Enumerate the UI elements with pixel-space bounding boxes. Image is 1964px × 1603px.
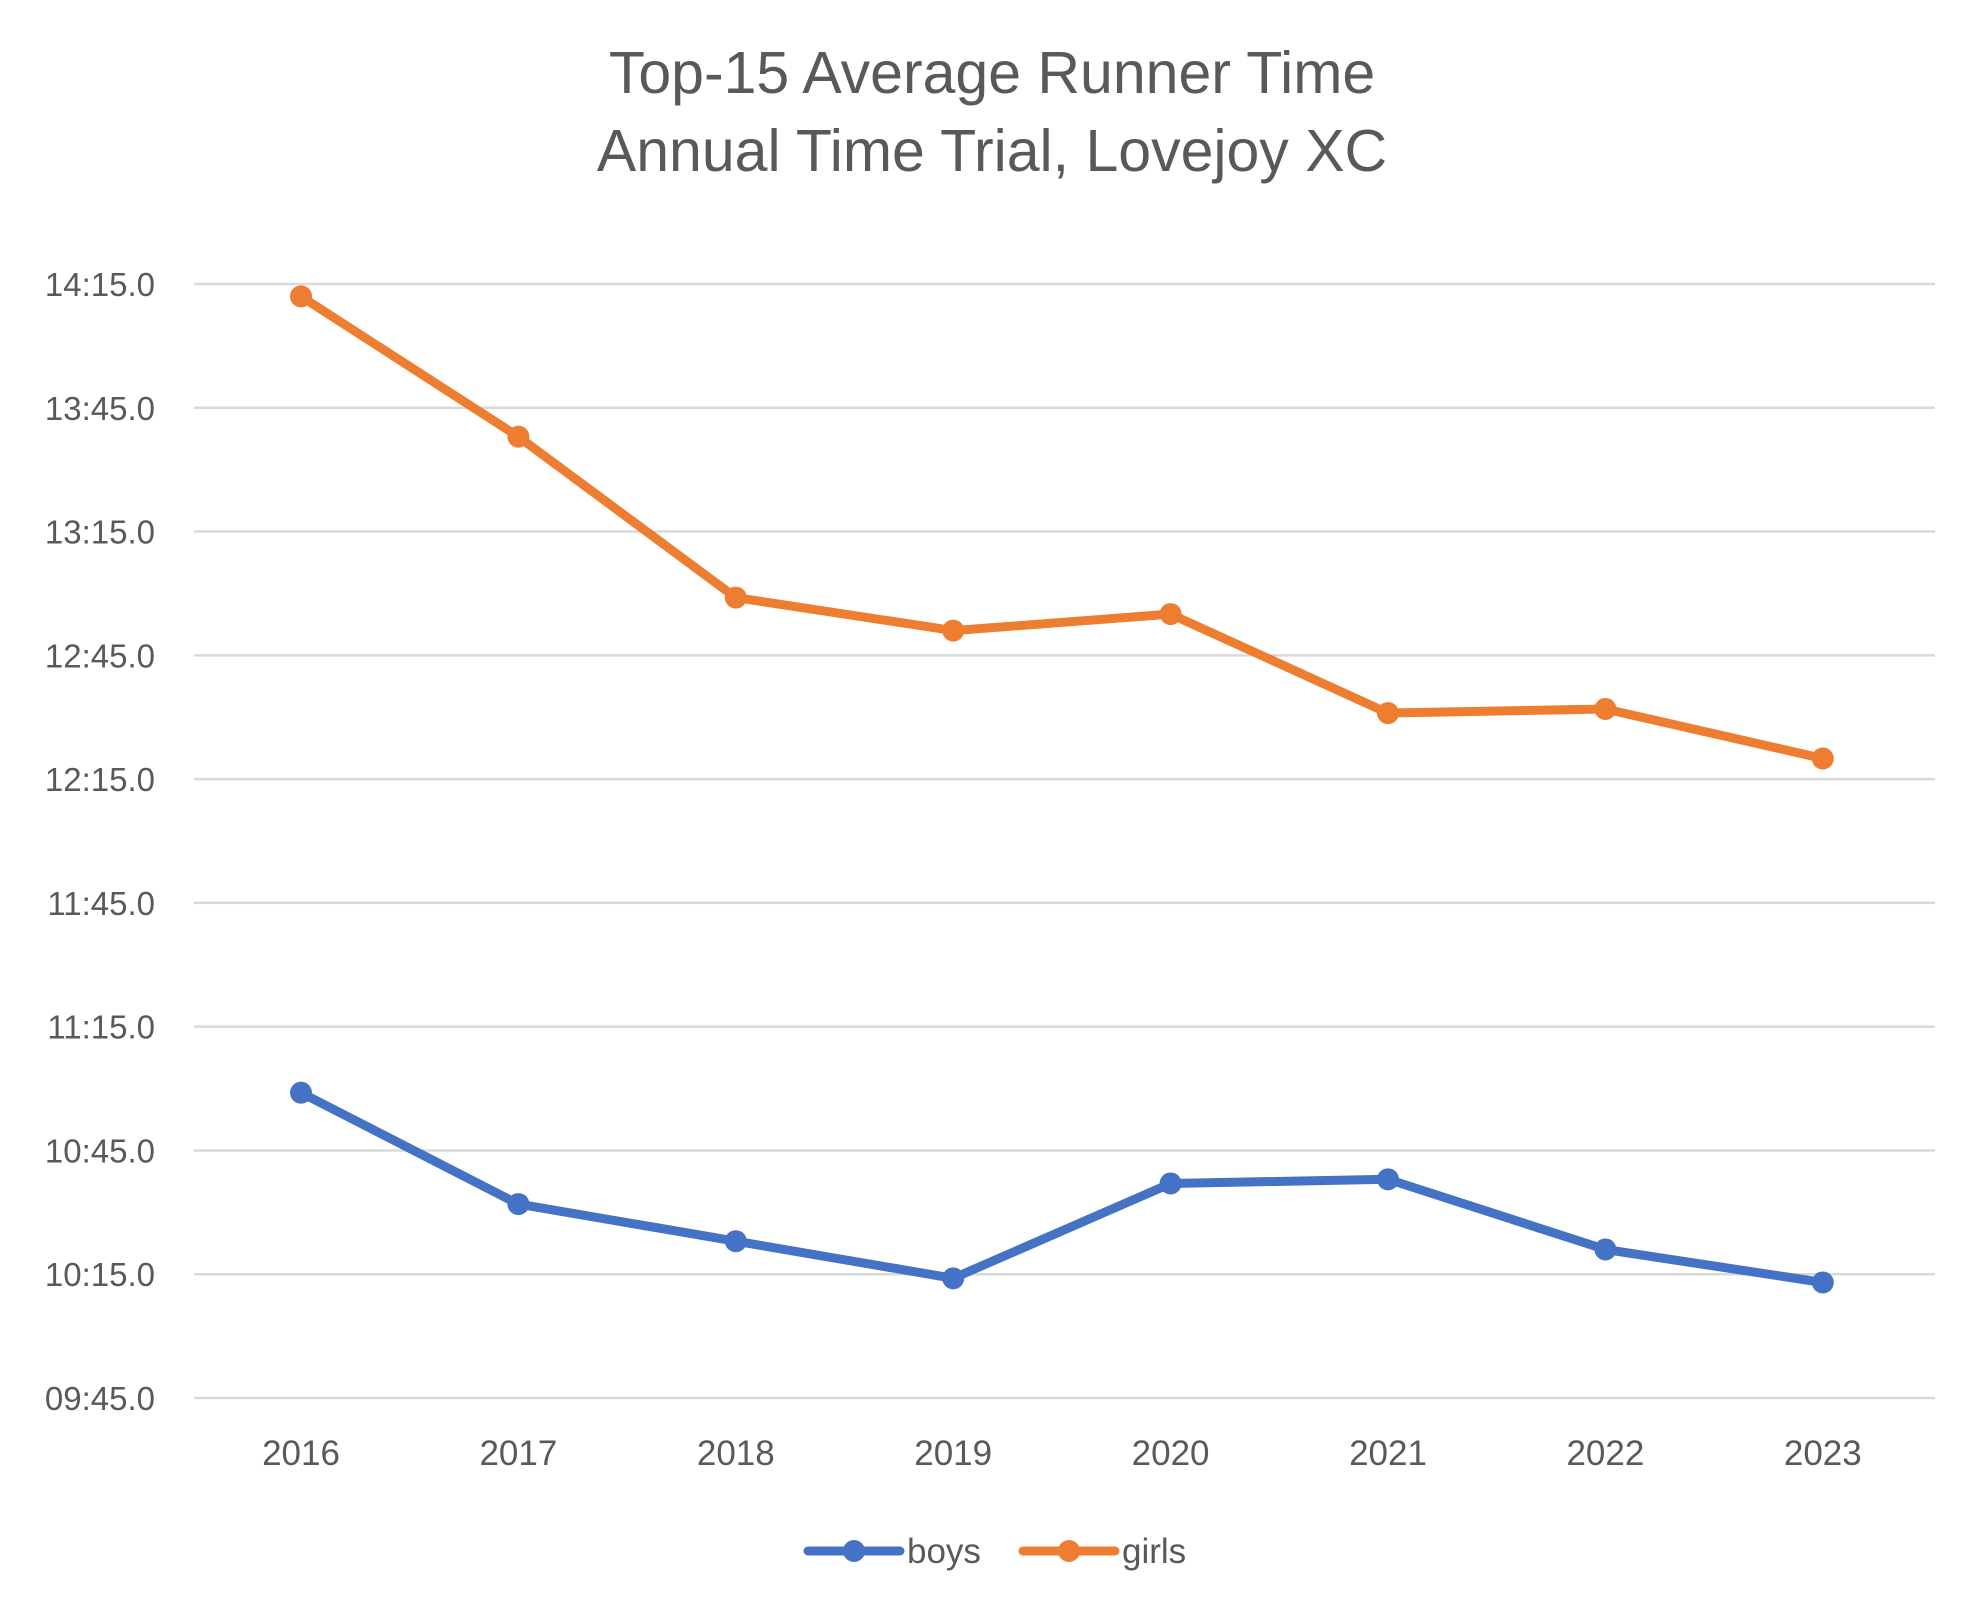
x-tick-label: 2018 xyxy=(697,1434,775,1473)
y-tick-label: 11:15.0 xyxy=(47,1009,155,1046)
y-axis-tick-labels: 14:15.0 13:45.0 13:15.0 12:45.0 12:15.0 11:45… xyxy=(45,266,155,1417)
data-point-girls xyxy=(507,425,530,448)
legend-label-boys: boys xyxy=(907,1532,981,1571)
data-point-girls xyxy=(1159,603,1182,626)
x-tick-label: 2020 xyxy=(1132,1434,1210,1473)
legend-marker-girls xyxy=(1058,1540,1080,1562)
series-lines xyxy=(290,285,1834,1294)
series-boys xyxy=(290,1081,1834,1294)
series-line-girls xyxy=(296,291,1828,763)
y-tick-label: 09:45.0 xyxy=(45,1380,155,1417)
y-tick-label: 14:15.0 xyxy=(45,266,155,303)
y-tick-label: 10:45.0 xyxy=(45,1132,155,1169)
data-point-girls xyxy=(724,586,747,609)
chart-title-line-1: Top-15 Average Runner Time xyxy=(609,40,1375,106)
legend-marker-boys xyxy=(843,1540,865,1562)
data-point-girls xyxy=(1811,747,1834,770)
data-point-girls xyxy=(290,285,312,308)
x-axis-tick-labels: 2016 2017 2018 2019 2020 2021 2022 2023 xyxy=(262,1434,1862,1473)
y-tick-label: 11:45.0 xyxy=(47,885,155,922)
y-tick-label: 12:15.0 xyxy=(45,761,155,798)
data-point-boys xyxy=(290,1081,312,1104)
y-tick-label: 10:15.0 xyxy=(45,1256,155,1293)
data-point-girls xyxy=(1594,697,1617,720)
data-point-boys xyxy=(724,1230,747,1253)
x-tick-label: 2019 xyxy=(914,1434,992,1473)
data-point-boys xyxy=(1594,1238,1617,1261)
legend-item-girls: girls xyxy=(1018,1532,1186,1571)
legend-item-boys: boys xyxy=(803,1532,981,1571)
data-point-boys xyxy=(1377,1168,1399,1191)
chart-title: Top-15 Average Runner Time Annual Time T… xyxy=(597,40,1387,184)
data-point-boys xyxy=(1811,1271,1834,1294)
x-tick-label: 2017 xyxy=(479,1434,557,1473)
y-tick-label: 13:45.0 xyxy=(45,390,155,427)
x-tick-label: 2016 xyxy=(262,1434,340,1473)
y-tick-label: 12:45.0 xyxy=(45,637,155,674)
gridlines xyxy=(194,282,1935,1400)
x-tick-label: 2023 xyxy=(1784,1434,1862,1473)
y-tick-label: 13:15.0 xyxy=(45,514,155,551)
x-tick-label: 2021 xyxy=(1349,1434,1427,1473)
x-tick-label: 2022 xyxy=(1566,1434,1644,1473)
data-point-boys xyxy=(942,1267,965,1290)
data-point-girls xyxy=(942,619,965,642)
chart-title-line-2: Annual Time Trial, Lovejoy XC xyxy=(597,118,1387,184)
legend-label-girls: girls xyxy=(1122,1532,1186,1571)
legend: boys girls xyxy=(803,1532,1186,1571)
series-girls xyxy=(290,285,1834,770)
data-point-boys xyxy=(507,1193,530,1216)
data-point-boys xyxy=(1159,1172,1182,1195)
series-line-boys xyxy=(296,1088,1828,1287)
data-point-girls xyxy=(1377,702,1399,725)
